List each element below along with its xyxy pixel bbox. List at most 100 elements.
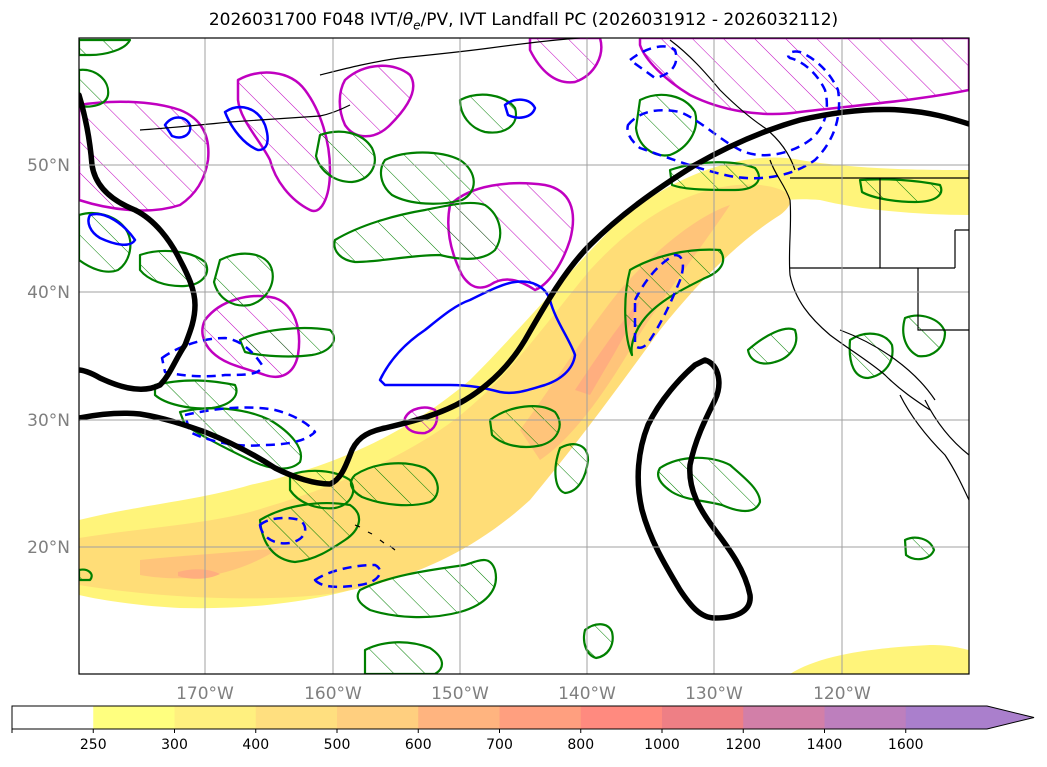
theta-region-nw-2: [79, 68, 110, 108]
colorbar-label: 600: [405, 737, 432, 753]
alaska-panhandle: [669, 39, 796, 171]
theta-neg-center: [378, 280, 577, 395]
colorbar-segment: [743, 706, 826, 729]
pc-contour-west: [79, 92, 198, 392]
theta-region-center-north: [333, 201, 502, 264]
lat-label-30n: 30°N: [27, 411, 70, 431]
colorbar-ticks: [11, 729, 907, 733]
colorbar-label: 400: [242, 737, 269, 753]
theta-neg-dash-1: [160, 336, 264, 378]
theta-neg-1: [163, 116, 192, 139]
theta-neg-dash-5: [628, 45, 678, 80]
lon-label-160w: 160°W: [304, 684, 362, 704]
lat-tick-labels: 20°N 30°N 40°N 50°N: [27, 156, 70, 558]
theta-region-mid-3: [458, 93, 518, 134]
theta-region-east-4: [848, 332, 894, 380]
theta-region-w-3: [212, 252, 274, 307]
bc-coast: [769, 159, 791, 201]
lon-label-150w: 150°W: [431, 684, 489, 704]
theta-neg-dash-7: [633, 253, 685, 349]
lat-label-40n: 40°N: [27, 283, 70, 303]
theta-region-center-1: [238, 326, 336, 358]
colorbar-outline: [11, 705, 1035, 730]
theta-region-ne-1: [634, 93, 698, 157]
colorbar-segment: [662, 706, 744, 729]
colorbar-label: 1000: [644, 737, 680, 753]
colorbar-label: 250: [80, 737, 107, 753]
alaska-coast: [319, 38, 581, 76]
theta-region-east-3: [746, 327, 798, 365]
colorbar-label: 1200: [725, 737, 761, 753]
lat-label-50n: 50°N: [27, 156, 70, 176]
theta-neg-4: [503, 98, 537, 119]
colorbar-label: 1600: [888, 737, 924, 753]
theta-region-east-5: [902, 314, 947, 358]
theta-region-east-2: [656, 456, 762, 513]
title-prefix: 2026031700 F048 IVT/: [208, 10, 403, 30]
theta-neg-dash-3: [258, 516, 307, 545]
colorbar: 250 300 400 500 600 700 800 1000 1200 1400 1600: [11, 705, 1035, 753]
colorbar-segments: [12, 706, 1034, 729]
lon-label-170w: 170°W: [176, 684, 234, 704]
gridlines: [79, 38, 969, 674]
theta-region-center-south: [178, 407, 303, 470]
colorbar-label: 1400: [807, 737, 843, 753]
theta-region-south-2: [363, 641, 443, 674]
us-west-coast: [788, 199, 931, 411]
theta-region-south-3: [582, 623, 614, 660]
lon-label-120w: 120°W: [813, 684, 871, 704]
figure-title: 2026031700 F048 IVT/θe/PV, IVT Landfall …: [0, 10, 1047, 32]
lat-label-20n: 20°N: [27, 538, 70, 558]
title-suffix: /PV, IVT Landfall PC (2026031912 - 20260…: [420, 10, 839, 30]
pc-contour-main: [79, 106, 969, 487]
pc-contours: [79, 92, 969, 621]
colorbar-label: 300: [161, 737, 188, 753]
colorbar-segment: [824, 706, 907, 729]
colorbar-segment: [905, 706, 988, 729]
theta-region-nw-1: [79, 38, 132, 57]
ivt-band-400: [140, 205, 730, 579]
colorbar-segment: [174, 706, 257, 729]
theta-region-south-1: [356, 558, 498, 619]
pv-contours: [79, 38, 969, 435]
lon-label-140w: 140°W: [558, 684, 616, 704]
colorbar-extend-arrow: [987, 706, 1034, 729]
colorbar-label: 800: [567, 737, 594, 753]
colorbar-labels: 250 300 400 500 600 700 800 1000 1200 1400 1600: [80, 737, 924, 753]
mexico-coast: [924, 399, 969, 456]
lon-tick-labels: 170°W 160°W 150°W 140°W 130°W 120°W: [176, 684, 871, 704]
pv-region-gulf-alaska: [638, 38, 969, 116]
title-theta: θ: [402, 10, 414, 30]
theta-region-center-4: [554, 443, 590, 495]
theta-region-ne-4: [903, 536, 936, 561]
colorbar-segment: [12, 706, 94, 729]
state-border-4: [917, 268, 969, 331]
theta-region-sw-3: [79, 568, 93, 582]
theta-neg-2: [223, 105, 269, 152]
pv-region-north-top: [528, 38, 603, 84]
map-layers: [79, 38, 969, 674]
ivt-band-bottom: [790, 645, 969, 674]
colorbar-segment: [499, 706, 582, 729]
map-border: [78, 37, 970, 675]
colorbar-label: 700: [486, 737, 513, 753]
theta-region-mid-north: [314, 130, 376, 184]
colorbar-segment: [255, 706, 338, 729]
theta-region-center-2: [349, 462, 439, 507]
theta-region-w-4: [153, 379, 238, 410]
theta-neg-dash-6: [626, 50, 841, 180]
lon-label-130w: 130°W: [685, 684, 743, 704]
colorbar-segment: [418, 706, 501, 729]
colorbar-segment: [93, 706, 176, 729]
title-theta-subscript: e: [413, 18, 421, 33]
colorbar-segment: [337, 706, 419, 729]
ivt-band-300: [79, 184, 791, 599]
baja-california: [899, 394, 969, 501]
pv-region-nw: [79, 100, 210, 212]
state-border-3: [839, 329, 936, 401]
colorbar-segment: [580, 706, 663, 729]
hawaii-islands: [354, 524, 396, 551]
theta-neg-3: [87, 212, 137, 246]
theta-region-center-3: [488, 405, 561, 449]
